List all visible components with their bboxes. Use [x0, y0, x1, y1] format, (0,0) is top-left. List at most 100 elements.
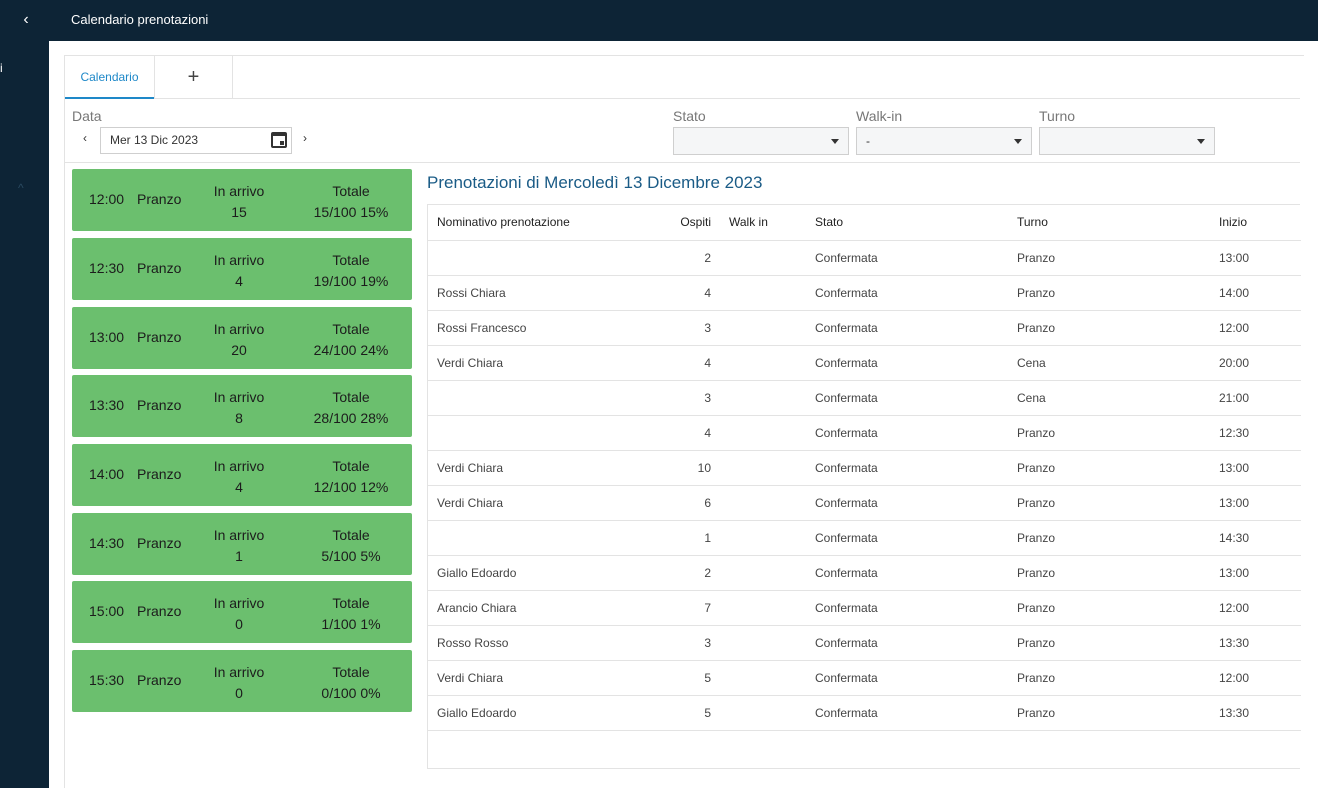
total-value: 5/100 5% [321, 548, 381, 564]
nav-item-fragment[interactable]: i [0, 61, 3, 75]
table-row[interactable]: Verdi Chiara 4 Confermata Cena 20:00 [428, 345, 1301, 381]
table-row[interactable]: Verdi Chiara 6 Confermata Pranzo 13:00 [428, 485, 1301, 521]
table-row[interactable]: 1 Confermata Pranzo 14:30 [428, 520, 1301, 556]
cell-start: 13:00 [1210, 555, 1301, 591]
cell-start: 14:00 [1210, 275, 1301, 311]
cell-shift: Pranzo [1008, 485, 1210, 521]
turno-select[interactable] [1039, 127, 1215, 155]
cell-name: Rossi Chiara [428, 275, 650, 311]
table-row[interactable]: 4 Confermata Pranzo 12:30 [428, 415, 1301, 451]
table-row[interactable]: Verdi Chiara 10 Confermata Pranzo 13:00 [428, 450, 1301, 486]
cell-name: Verdi Chiara [428, 660, 650, 696]
cell-status: Confermata [806, 625, 1008, 661]
cell-guests: 5 [650, 695, 720, 731]
cell-status: Confermata [806, 310, 1008, 346]
cell-status: Confermata [806, 240, 1008, 276]
back-arrow-icon[interactable]: ‹ [23, 11, 29, 28]
calendar-panel: Calendario + Data ‹ Mer 13 Dic 2023 › St… [64, 55, 1304, 788]
cell-shift: Pranzo [1008, 625, 1210, 661]
stato-select[interactable] [673, 127, 849, 155]
col-header-walkin[interactable]: Walk in [720, 205, 806, 241]
walkin-select[interactable]: - [856, 127, 1032, 155]
time-slot-card[interactable]: 13:30 Pranzo In arrivo 8 Totale 28/100 28% [72, 375, 412, 437]
cell-status: Confermata [806, 450, 1008, 486]
cell-status: Confermata [806, 345, 1008, 381]
table-row[interactable]: Giallo Edoardo 5 Confermata Pranzo 13:30 [428, 695, 1301, 731]
filter-divider [65, 162, 1300, 163]
slot-time: 12:30 [89, 260, 125, 276]
main-content: Calendario + Data ‹ Mer 13 Dic 2023 › St… [49, 41, 1318, 788]
chevron-up-icon[interactable]: ^ [18, 181, 24, 195]
date-field[interactable]: Mer 13 Dic 2023 [100, 127, 292, 154]
arrivals-label: In arrivo [213, 458, 265, 474]
table-row[interactable]: Rossi Francesco 3 Confermata Pranzo 12:00 [428, 310, 1301, 346]
time-slot-card[interactable]: 15:00 Pranzo In arrivo 0 Totale 1/100 1% [72, 581, 412, 643]
cell-name: Arancio Chiara [428, 590, 650, 626]
cell-name: Giallo Edoardo [428, 695, 650, 731]
total-label: Totale [332, 664, 370, 680]
prev-day-icon[interactable]: ‹ [83, 131, 87, 145]
walkin-select-value: - [866, 134, 870, 148]
cell-walkin [720, 415, 806, 451]
time-slot-card[interactable]: 15:30 Pranzo In arrivo 0 Totale 0/100 0% [72, 650, 412, 712]
arrivals-value: 4 [235, 479, 243, 495]
cell-walkin [720, 555, 806, 591]
add-tab-button[interactable]: + [154, 56, 233, 99]
table-row[interactable]: Arancio Chiara 7 Confermata Pranzo 12:00 [428, 590, 1301, 626]
time-slot-card[interactable]: 14:00 Pranzo In arrivo 4 Totale 12/100 12% [72, 444, 412, 506]
dropdown-caret-icon [1014, 139, 1022, 144]
col-header-stato[interactable]: Stato [806, 205, 1008, 241]
cell-guests: 3 [650, 310, 720, 346]
table-row[interactable]: Rossi Chiara 4 Confermata Pranzo 14:00 [428, 275, 1301, 311]
table-row[interactable]: Giallo Edoardo 2 Confermata Pranzo 13:00 [428, 555, 1301, 591]
calendar-icon[interactable] [271, 132, 287, 148]
cell-walkin [720, 485, 806, 521]
slot-time: 15:00 [89, 603, 125, 619]
cell-start: 20:00 [1210, 345, 1301, 381]
cell-walkin [720, 275, 806, 311]
cell-walkin [720, 380, 806, 416]
slot-meal: Pranzo [137, 260, 182, 276]
cell-status: Confermata [806, 275, 1008, 311]
total-label: Totale [332, 595, 370, 611]
arrivals-value: 1 [235, 548, 243, 564]
col-header-ospiti[interactable]: Ospiti [650, 205, 720, 241]
cell-name: Verdi Chiara [428, 485, 650, 521]
cell-shift: Cena [1008, 380, 1210, 416]
table-row[interactable]: Rosso Rosso 3 Confermata Pranzo 13:30 [428, 625, 1301, 661]
turno-filter-label: Turno [1039, 108, 1076, 124]
total-value: 24/100 24% [313, 342, 389, 358]
table-row[interactable]: 3 Confermata Cena 21:00 [428, 380, 1301, 416]
total-value: 15/100 15% [313, 204, 389, 220]
tab-calendario[interactable]: Calendario [65, 56, 154, 99]
cell-status: Confermata [806, 380, 1008, 416]
table-row[interactable]: 2 Confermata Pranzo 13:00 [428, 240, 1301, 276]
slot-meal: Pranzo [137, 672, 182, 688]
dropdown-caret-icon [831, 139, 839, 144]
col-header-inizio[interactable]: Inizio [1210, 205, 1301, 241]
cell-shift: Pranzo [1008, 450, 1210, 486]
col-header-turno[interactable]: Turno [1008, 205, 1210, 241]
cell-walkin [720, 450, 806, 486]
arrivals-value: 8 [235, 410, 243, 426]
slot-time: 13:30 [89, 397, 125, 413]
cell-walkin [720, 660, 806, 696]
table-row[interactable]: Verdi Chiara 5 Confermata Pranzo 12:00 [428, 660, 1301, 696]
slot-time: 15:30 [89, 672, 125, 688]
date-filter-label: Data [72, 108, 102, 124]
total-value: 0/100 0% [321, 685, 381, 701]
slot-meal: Pranzo [137, 466, 182, 482]
arrivals-label: In arrivo [213, 321, 265, 337]
cell-guests: 3 [650, 625, 720, 661]
col-header-nominativo[interactable]: Nominativo prenotazione [428, 205, 650, 241]
cell-shift: Pranzo [1008, 555, 1210, 591]
cell-status: Confermata [806, 660, 1008, 696]
time-slot-card[interactable]: 14:30 Pranzo In arrivo 1 Totale 5/100 5% [72, 513, 412, 575]
cell-start: 21:00 [1210, 380, 1301, 416]
time-slot-card[interactable]: 12:00 Pranzo In arrivo 15 Totale 15/100 15… [72, 169, 412, 231]
arrivals-label: In arrivo [213, 527, 265, 543]
time-slot-card[interactable]: 12:30 Pranzo In arrivo 4 Totale 19/100 19% [72, 238, 412, 300]
time-slot-card[interactable]: 13:00 Pranzo In arrivo 20 Totale 24/100 24… [72, 307, 412, 369]
cell-name [428, 520, 650, 556]
next-day-icon[interactable]: › [303, 131, 307, 145]
